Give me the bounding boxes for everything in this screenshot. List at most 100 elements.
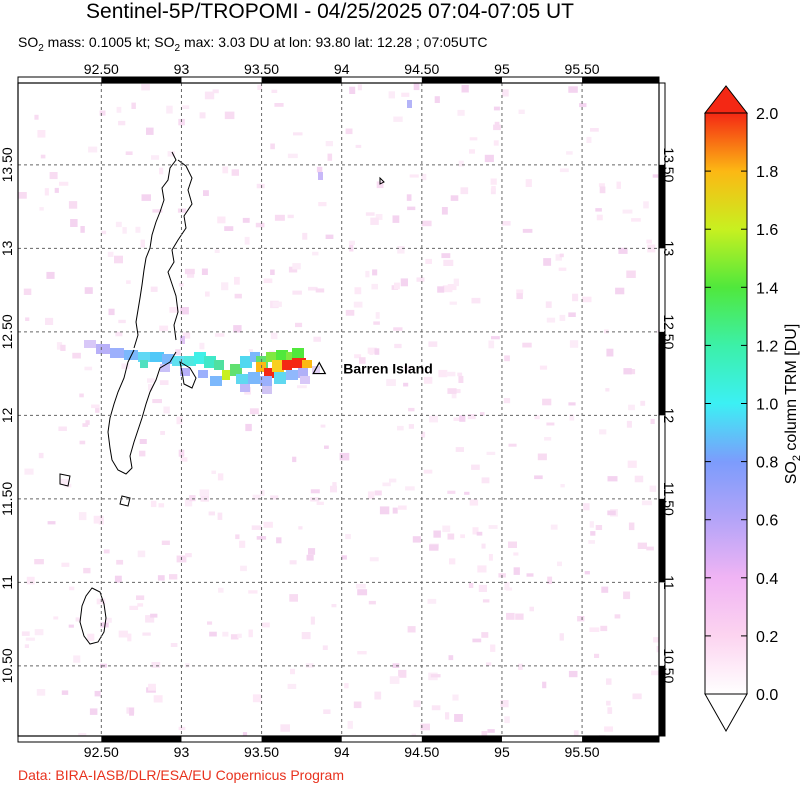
so2-pixel (198, 370, 208, 378)
colorbar-ticks: 2.0 1.8 1.6 1.4 1.2 1.0 0.8 0.6 0.4 0.2 0.0 (705, 106, 778, 704)
noise-pixel (129, 707, 134, 716)
noise-pixel (91, 404, 100, 409)
lon-label-top: 92.50 (84, 61, 119, 77)
so2-pixel (276, 350, 288, 360)
noise-pixel (599, 429, 607, 435)
noise-pixel (180, 336, 185, 344)
so2-pixel (274, 372, 286, 384)
noise-pixel (85, 420, 90, 425)
noise-pixel (539, 365, 548, 370)
noise-pixel (230, 634, 239, 640)
noise-pixel (606, 678, 612, 685)
noise-pixel (224, 111, 235, 120)
noise-pixel (152, 399, 162, 404)
noise-pixel (452, 694, 459, 701)
noise-pixel (469, 137, 478, 141)
noise-pixel (118, 319, 126, 324)
noise-pixel (559, 168, 569, 173)
noise-pixel (257, 84, 262, 90)
noise-pixel (56, 342, 63, 350)
noise-pixel (367, 347, 377, 354)
lon-label-bottom: 95 (494, 744, 510, 760)
noise-pixel (270, 143, 275, 150)
noise-pixel (643, 201, 649, 209)
noise-pixel (59, 478, 69, 486)
noise-pixel (457, 109, 465, 116)
noise-pixel (59, 181, 69, 186)
so2-pixel (96, 344, 110, 354)
so2-pixel (286, 370, 298, 380)
noise-pixel (397, 425, 404, 431)
noise-pixel (345, 534, 351, 540)
noise-pixel (394, 343, 402, 349)
noise-pixel (166, 105, 173, 114)
noise-pixel (413, 700, 421, 708)
noise-pixel (320, 424, 326, 428)
noise-pixel (569, 414, 575, 421)
frame-bar-top (421, 77, 502, 83)
noise-pixel (288, 266, 298, 273)
noise-pixel (488, 554, 493, 561)
noise-pixel (546, 422, 555, 426)
noise-pixel (199, 112, 206, 119)
noise-pixel (550, 524, 558, 530)
noise-pixel (116, 106, 122, 113)
noise-pixel (407, 100, 412, 108)
lon-label-bottom: 95.50 (565, 744, 600, 760)
noise-pixel (94, 690, 101, 697)
noise-pixel (177, 208, 187, 213)
noise-pixel (365, 270, 370, 278)
lat-label-right: 13.50 (661, 147, 677, 182)
noise-pixel (448, 655, 454, 661)
so2-pixel (162, 354, 174, 364)
noise-pixel (606, 348, 614, 357)
noise-pixel (201, 268, 208, 275)
noise-pixel (159, 380, 169, 385)
noise-pixel (217, 473, 224, 481)
so2-pixel (236, 374, 248, 384)
noise-pixel (420, 723, 430, 731)
noise-pixel (280, 724, 290, 732)
noise-pixel (137, 603, 144, 607)
noise-pixel (628, 404, 635, 411)
noise-pixel (406, 194, 412, 201)
coastline-islet-3 (379, 176, 385, 185)
noise-pixel (434, 96, 440, 103)
so2-pixel (184, 356, 196, 366)
noise-pixel (481, 543, 486, 549)
noise-pixel (486, 451, 496, 455)
noise-pixel (83, 567, 91, 574)
noise-pixel (656, 329, 659, 333)
noise-pixel (372, 269, 378, 276)
noise-pixel (542, 398, 552, 406)
noise-pixel (145, 615, 155, 623)
noise-pixel (423, 376, 433, 384)
noise-pixel (369, 735, 380, 736)
noise-pixel (178, 726, 186, 731)
noise-pixel (217, 512, 223, 520)
noise-pixel (371, 283, 378, 290)
colorbar-tick-label: 0.8 (756, 455, 778, 472)
noise-pixel (582, 296, 592, 303)
frame-bar-top-outline (17, 76, 660, 84)
noise-pixel (221, 282, 229, 291)
noise-pixel (568, 86, 578, 93)
noise-pixel (594, 653, 600, 658)
noise-pixel (451, 390, 457, 399)
colorbar-gradient (704, 112, 748, 695)
colorbar-tick-label: 0.6 (756, 513, 778, 530)
volcano-marker: Barren Island (312, 361, 433, 377)
noise-pixel (438, 369, 448, 378)
noise-pixel (45, 317, 54, 325)
lon-label-bottom: 93.50 (244, 744, 279, 760)
noise-pixel (559, 253, 564, 258)
lon-labels-top: 92.50 93 93.50 94 94.50 95 95.50 (84, 61, 600, 77)
noise-pixel (292, 263, 301, 270)
noise-pixel (244, 236, 250, 245)
noise-pixel (454, 389, 461, 394)
lat-label-right: 13 (661, 241, 677, 257)
noise-pixel (148, 384, 153, 391)
so2-mass-text: mass: 0.1005 kt; SO (43, 34, 175, 50)
noise-pixel (471, 464, 480, 470)
noise-pixel (341, 555, 347, 560)
